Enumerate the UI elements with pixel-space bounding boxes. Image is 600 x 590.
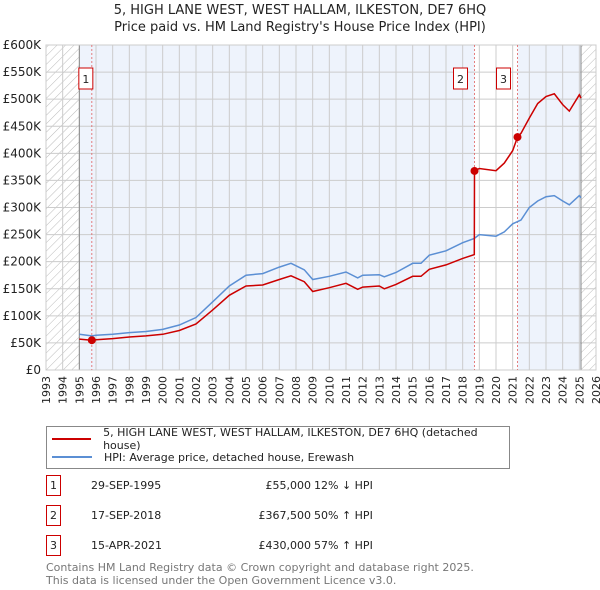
x-tick-label: 2014 bbox=[390, 376, 403, 404]
x-tick-label: 2024 bbox=[557, 376, 570, 404]
legend-swatch-blue bbox=[52, 456, 92, 458]
sale-point bbox=[513, 133, 522, 142]
sale-label: 3 bbox=[500, 73, 507, 86]
x-tick-label: 2026 bbox=[590, 376, 600, 404]
sale-price: £55,000 bbox=[265, 479, 312, 492]
legend-item-hpi: HPI: Average price, detached house, Erew… bbox=[52, 449, 354, 465]
x-tick-label: 1993 bbox=[40, 376, 53, 404]
x-tick-label: 2001 bbox=[173, 376, 186, 404]
x-tick-label: 2018 bbox=[457, 376, 470, 404]
x-tick-label: 1996 bbox=[90, 376, 103, 404]
x-tick-label: 2002 bbox=[190, 376, 203, 404]
x-tick-label: 2004 bbox=[223, 376, 236, 404]
sale-number-badge: 1 bbox=[46, 475, 61, 496]
y-tick-label: £50K bbox=[10, 336, 42, 350]
x-tick-label: 2013 bbox=[373, 376, 386, 404]
x-tick-label: 2025 bbox=[573, 376, 586, 404]
x-tick-label: 2010 bbox=[323, 376, 336, 404]
chart-subtitle: Price paid vs. HM Land Registry's House … bbox=[114, 20, 486, 35]
y-tick-label: £550K bbox=[3, 65, 43, 79]
sale-hpi-diff: 12% ↓ HPI bbox=[314, 479, 373, 492]
legend-label: 5, HIGH LANE WEST, WEST HALLAM, ILKESTON… bbox=[103, 426, 478, 452]
y-tick-label: £500K bbox=[3, 92, 43, 106]
x-tick-label: 2011 bbox=[340, 376, 353, 404]
x-tick-label: 2016 bbox=[423, 376, 436, 404]
sale-row: 1 29-SEP-1995 £55,000 12% ↓ HPI bbox=[46, 475, 546, 496]
y-tick-label: £300K bbox=[3, 201, 43, 215]
x-tick-label: 1998 bbox=[123, 376, 136, 404]
sale-number-badge: 3 bbox=[46, 535, 61, 556]
x-tick-label: 1995 bbox=[73, 376, 86, 404]
hpi-line bbox=[79, 194, 582, 337]
sale-label: 2 bbox=[457, 73, 464, 86]
sale-number-badge: 2 bbox=[46, 505, 61, 526]
y-tick-label: £350K bbox=[3, 173, 43, 187]
sale-label-box bbox=[496, 67, 511, 90]
x-tick-label: 1999 bbox=[140, 376, 153, 404]
legend-swatch-red bbox=[52, 438, 92, 440]
y-tick-label: £200K bbox=[3, 255, 43, 269]
y-tick-label: £400K bbox=[3, 146, 43, 160]
sale-hpi-diff: 50% ↑ HPI bbox=[314, 509, 373, 522]
y-tick-label: £150K bbox=[3, 282, 43, 296]
sale-point bbox=[470, 166, 479, 175]
property-price-line bbox=[79, 92, 582, 341]
x-tick-label: 2009 bbox=[307, 376, 320, 404]
sale-date: 29-SEP-1995 bbox=[91, 479, 162, 492]
x-tick-label: 1997 bbox=[107, 376, 120, 404]
x-tick-label: 2017 bbox=[440, 376, 453, 404]
legend-item-property: 5, HIGH LANE WEST, WEST HALLAM, ILKESTON… bbox=[52, 426, 509, 452]
price-chart: 1993 1994 1995 1996 1997 1998 1999 2000 2001 2002… bbox=[3, 38, 600, 404]
sale-date: 15-APR-2021 bbox=[91, 539, 163, 552]
y-tick-label: £250K bbox=[3, 228, 43, 242]
x-tick-label: 2006 bbox=[257, 376, 270, 404]
x-tick-label: 2003 bbox=[207, 376, 220, 404]
y-tick-label: £450K bbox=[3, 119, 43, 133]
x-tick-label: 2021 bbox=[507, 376, 520, 404]
sale-price: £367,500 bbox=[258, 509, 312, 522]
plot-border bbox=[45, 44, 597, 371]
y-tick-label: £600K bbox=[3, 38, 43, 52]
x-tick-label: 1994 bbox=[57, 376, 70, 404]
y-tick-label: £0 bbox=[26, 363, 41, 377]
sale-date: 17-SEP-2018 bbox=[91, 509, 162, 522]
legend: 5, HIGH LANE WEST, WEST HALLAM, ILKESTON… bbox=[46, 426, 510, 469]
footer-line-1: Contains HM Land Registry data © Crown c… bbox=[46, 561, 474, 574]
x-tick-label: 2000 bbox=[157, 376, 170, 404]
x-tick-label: 2015 bbox=[407, 376, 420, 404]
x-tick-label: 2019 bbox=[473, 376, 486, 404]
y-tick-label: £100K bbox=[3, 309, 43, 323]
sale-row: 2 17-SEP-2018 £367,500 50% ↑ HPI bbox=[46, 505, 546, 526]
x-tick-label: 2020 bbox=[490, 376, 503, 404]
x-tick-label: 2022 bbox=[523, 376, 536, 404]
x-tick-label: 2008 bbox=[290, 376, 303, 404]
sale-point bbox=[87, 336, 96, 345]
legend-label: HPI: Average price, detached house, Erew… bbox=[104, 450, 355, 464]
x-tick-label: 2012 bbox=[357, 376, 370, 404]
sale-price: £430,000 bbox=[258, 539, 312, 552]
sale-label-box bbox=[78, 67, 94, 90]
sale-hpi-diff: 57% ↑ HPI bbox=[314, 539, 373, 552]
chart-title: 5, HIGH LANE WEST, WEST HALLAM, ILKESTON… bbox=[113, 3, 487, 18]
x-tick-label: 2005 bbox=[240, 376, 253, 404]
x-tick-label: 2023 bbox=[540, 376, 553, 404]
x-tick-label: 2007 bbox=[273, 376, 286, 404]
sale-label-box bbox=[453, 67, 468, 90]
sale-row: 3 15-APR-2021 £430,000 57% ↑ HPI bbox=[46, 535, 546, 556]
sale-label: 1 bbox=[82, 73, 89, 86]
footer-line-2: This data is licensed under the Open Gov… bbox=[46, 574, 397, 587]
